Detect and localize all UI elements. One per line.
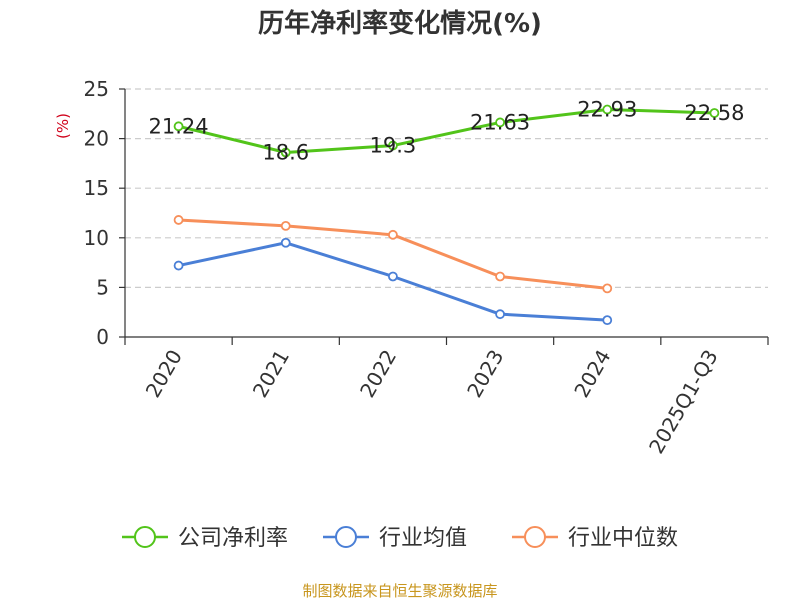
data-point <box>495 271 505 282</box>
y-tick-label: 0 <box>96 325 109 349</box>
x-tick-label: 2020 <box>141 346 187 402</box>
data-point <box>388 140 398 151</box>
chart-title: 历年净利率变化情况(%) <box>258 8 542 39</box>
source-note: 制图数据来自恒生聚源数据库 <box>302 582 497 600</box>
data-label: 18.6 <box>262 140 309 164</box>
legend-marker <box>335 526 357 548</box>
legend-label: 行业均值 <box>379 526 467 551</box>
data-point <box>173 215 184 225</box>
data-point <box>388 229 398 240</box>
data-point <box>280 220 291 231</box>
x-tick-label: 2022 <box>355 346 401 402</box>
y-tick-label: 15 <box>84 176 109 200</box>
series: 21.24 18.6 19.3 21.63 22.93 22.58 <box>149 98 744 326</box>
data-point <box>602 283 613 294</box>
data-label: 19.3 <box>370 134 417 158</box>
x-tick-label: 2025Q1-Q3 <box>644 346 723 458</box>
data-point <box>602 315 613 326</box>
data-point <box>495 117 505 128</box>
data-label: 22.93 <box>577 98 637 122</box>
data-point <box>602 104 613 115</box>
y-axis-label: (%) <box>54 113 72 139</box>
x-tick-label: 2021 <box>248 346 294 402</box>
legend-label: 公司净利率 <box>178 526 288 551</box>
legend-label: 行业中位数 <box>568 526 678 551</box>
y-tick-label: 5 <box>96 275 109 299</box>
data-point <box>495 309 505 320</box>
data-point <box>173 260 184 271</box>
legend-marker <box>134 526 156 548</box>
data-point <box>388 271 398 282</box>
legend: 公司净利率 行业均值 行业中位数 <box>122 526 678 551</box>
data-label: 21.63 <box>470 110 530 134</box>
y-tick-label: 20 <box>84 127 109 151</box>
data-label: 22.58 <box>684 101 744 125</box>
x-tick-label: 2023 <box>462 346 508 402</box>
data-point <box>280 147 291 158</box>
data-label: 21.24 <box>149 114 209 138</box>
series-line <box>178 108 715 154</box>
y-tick-label: 10 <box>84 226 109 250</box>
grid <box>125 88 768 288</box>
data-point <box>173 121 184 132</box>
legend-marker <box>524 526 546 548</box>
data-point <box>280 237 291 248</box>
y-tick-label: 25 <box>84 77 109 101</box>
data-point <box>709 108 720 118</box>
x-tick-label: 2024 <box>569 346 615 402</box>
